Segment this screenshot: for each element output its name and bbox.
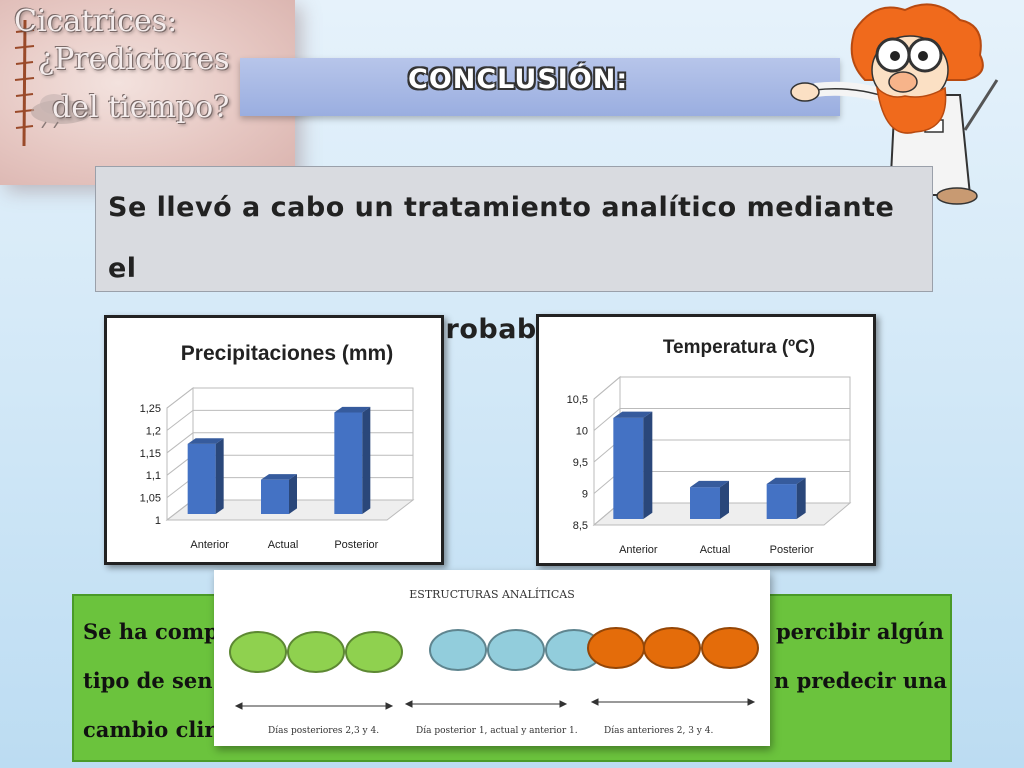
sequence-oval [229, 631, 287, 673]
sequence-oval [643, 627, 701, 669]
bar-side [643, 411, 653, 519]
bar-side [289, 474, 297, 514]
x-tick-label: Posterior [770, 544, 814, 556]
bar-top [766, 477, 806, 485]
statement-line-1: Se llevó a cabo un tratamiento analítico… [108, 192, 895, 284]
bar [690, 487, 720, 519]
group-label-3: Días anteriores 2, 3 y 4. [604, 726, 714, 736]
y-tick-label: 9 [582, 489, 588, 501]
sequence-oval [345, 631, 403, 673]
bar-top [613, 411, 653, 418]
y-tick-label: 10 [576, 426, 588, 438]
title-line-1: Cicatrices: [14, 4, 178, 39]
sequence-oval [287, 631, 345, 673]
sequence-oval [701, 627, 759, 669]
sequence-oval [429, 629, 487, 671]
gridline-side [166, 432, 194, 454]
y-tick-label: 1,15 [140, 448, 161, 460]
bar-side [720, 480, 729, 519]
y-tick-label: 1,05 [140, 493, 161, 505]
group-label-2: Día posterior 1, actual y anterior 1. [416, 726, 578, 736]
bar-top [187, 438, 224, 444]
cloud-icon [31, 94, 91, 128]
x-tick-label: Actual [700, 544, 731, 556]
y-tick-label: 10,5 [567, 394, 588, 406]
chart-title: Temperatura (ºC) [663, 337, 815, 358]
conclusion-right-1: percibir algún [776, 619, 944, 644]
structures-diagram [229, 627, 759, 710]
chart-back-wall [192, 387, 414, 501]
conclusion-right-2: n predecir una [774, 668, 948, 693]
y-tick-label: 1,2 [146, 425, 161, 437]
title-line-3: del tiempo? [52, 90, 230, 125]
x-tick-label: Anterior [619, 544, 658, 556]
x-tick-label: Anterior [190, 539, 229, 551]
bar [261, 479, 289, 514]
y-tick-label: 1,25 [140, 403, 161, 415]
y-tick-label: 1,1 [146, 470, 161, 482]
bar-side [796, 477, 806, 519]
conclusion-left-3: cambio clir [83, 717, 216, 742]
conclusion-left-1: Se ha comp [83, 619, 219, 644]
title-line-2: ¿Predictores [38, 42, 230, 77]
chart-title: Precipitaciones (mm) [181, 342, 393, 365]
chart-precipitaciones: Precipitaciones (mm) 1 1,05 1,1 1,15 1,2 1,25 A… [104, 315, 444, 565]
bar [187, 443, 216, 514]
header-band [240, 58, 840, 116]
gridline-side [593, 376, 621, 400]
structures-title: ESTRUCTURAS ANALÍTICAS [409, 588, 575, 601]
chart-temperatura-svg: Temperatura (ºC) 8,5 9 9,5 10 10,5 Anterior Act… [567, 337, 852, 556]
gridline-side [593, 408, 621, 431]
bar [613, 417, 644, 519]
gridline-side [166, 410, 194, 431]
bar [334, 412, 363, 514]
conclusion-left-2: tipo de sen [83, 668, 213, 693]
scar-icon [14, 19, 35, 147]
statement-box: Se llevó a cabo un tratamiento analítico… [95, 166, 933, 345]
chart-temperatura: Temperatura (ºC) 8,5 9 9,5 10 10,5 Anterior Act… [536, 314, 876, 566]
x-tick-label: Actual [268, 539, 299, 551]
header-title: CONCLUSIÓN: [408, 64, 629, 95]
structures-panel: ESTRUCTURAS ANALÍTICAS Días posteriores … [214, 570, 770, 746]
y-tick-label: 9,5 [573, 457, 588, 469]
y-tick-label: 1 [155, 515, 161, 527]
group-label-1: Días posteriores 2,3 y 4. [268, 726, 380, 736]
bar-side [362, 406, 371, 514]
x-tick-label: Posterior [334, 539, 378, 551]
bar-top [261, 474, 297, 480]
bar-top [334, 406, 371, 413]
bar-side [215, 438, 224, 514]
gridline-side [166, 387, 194, 409]
bar-top [690, 480, 729, 488]
sequence-oval [487, 629, 545, 671]
chart-precipitaciones-svg: Precipitaciones (mm) 1 1,05 1,1 1,15 1,2 1,25 A… [140, 342, 415, 551]
sequence-oval [587, 627, 645, 669]
y-tick-label: 8,5 [573, 520, 588, 532]
bar [766, 484, 797, 519]
